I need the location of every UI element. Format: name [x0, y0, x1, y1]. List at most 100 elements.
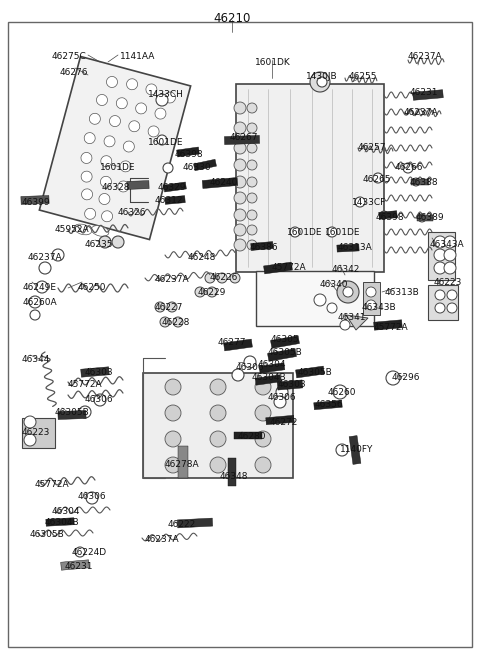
Polygon shape: [202, 178, 238, 189]
Circle shape: [210, 405, 226, 421]
Circle shape: [109, 115, 120, 126]
Text: 46303: 46303: [278, 380, 307, 389]
Circle shape: [120, 161, 131, 172]
Text: 46303: 46303: [85, 368, 114, 377]
Circle shape: [210, 457, 226, 473]
Text: 46249E: 46249E: [23, 283, 57, 292]
Circle shape: [84, 132, 95, 143]
Polygon shape: [417, 215, 433, 221]
Circle shape: [234, 102, 246, 114]
Polygon shape: [81, 367, 109, 377]
Circle shape: [79, 406, 91, 418]
Circle shape: [81, 153, 92, 164]
Text: 46266: 46266: [395, 163, 423, 172]
Circle shape: [255, 405, 271, 421]
Circle shape: [118, 181, 129, 192]
Text: 46229: 46229: [198, 288, 227, 297]
Polygon shape: [46, 517, 74, 526]
Circle shape: [444, 262, 456, 274]
Circle shape: [123, 141, 134, 152]
Text: 46312: 46312: [155, 196, 183, 205]
Text: 46304B: 46304B: [252, 373, 287, 382]
Circle shape: [276, 386, 288, 398]
Circle shape: [232, 369, 244, 381]
Circle shape: [247, 193, 257, 203]
Circle shape: [217, 273, 227, 283]
Polygon shape: [234, 432, 262, 438]
Circle shape: [234, 192, 246, 204]
Polygon shape: [224, 339, 252, 351]
Circle shape: [75, 547, 85, 557]
Polygon shape: [277, 380, 303, 390]
Circle shape: [234, 142, 246, 154]
Circle shape: [84, 208, 96, 219]
FancyBboxPatch shape: [39, 56, 191, 240]
Circle shape: [205, 273, 215, 283]
Text: 46237A: 46237A: [155, 275, 190, 284]
Circle shape: [234, 209, 246, 221]
Circle shape: [81, 171, 92, 182]
Circle shape: [247, 210, 257, 220]
Text: 46267: 46267: [230, 133, 259, 142]
Circle shape: [99, 236, 111, 248]
Text: 46226: 46226: [210, 273, 239, 282]
Polygon shape: [60, 560, 89, 571]
Text: 46272: 46272: [270, 418, 299, 427]
Text: 46305B: 46305B: [55, 408, 90, 417]
Circle shape: [210, 431, 226, 447]
Text: 46276: 46276: [60, 68, 88, 77]
Text: 46313A: 46313A: [338, 243, 373, 252]
Text: 46348: 46348: [220, 472, 249, 481]
Bar: [256, 271, 374, 326]
Text: 46210: 46210: [213, 12, 251, 25]
Circle shape: [340, 320, 350, 330]
Circle shape: [116, 98, 127, 109]
Polygon shape: [224, 136, 260, 145]
Text: 46356: 46356: [315, 400, 344, 409]
Text: 46330: 46330: [183, 163, 212, 172]
Circle shape: [52, 249, 64, 261]
Text: 46260: 46260: [328, 388, 357, 397]
Circle shape: [146, 84, 157, 95]
Circle shape: [36, 281, 48, 293]
Text: 46389: 46389: [416, 213, 444, 222]
Circle shape: [165, 405, 181, 421]
Text: 46304: 46304: [258, 360, 287, 369]
Text: 46255: 46255: [349, 72, 377, 81]
Text: 46305: 46305: [271, 335, 300, 344]
Circle shape: [247, 123, 257, 133]
Text: 46398: 46398: [175, 150, 204, 159]
Polygon shape: [228, 458, 236, 486]
Text: 46305B: 46305B: [298, 368, 333, 377]
Text: 46280: 46280: [238, 432, 266, 441]
Circle shape: [234, 224, 246, 236]
Text: 46231: 46231: [410, 88, 439, 97]
Circle shape: [39, 262, 51, 274]
Polygon shape: [267, 348, 297, 362]
Circle shape: [148, 126, 159, 137]
Polygon shape: [255, 375, 281, 385]
Circle shape: [244, 356, 256, 368]
Text: 46223: 46223: [22, 428, 50, 437]
Circle shape: [94, 394, 106, 406]
Circle shape: [310, 72, 330, 92]
Polygon shape: [193, 159, 216, 171]
Text: 1141AA: 1141AA: [120, 52, 156, 61]
Circle shape: [210, 379, 226, 395]
Text: 1601DE: 1601DE: [100, 163, 135, 172]
Circle shape: [234, 159, 246, 171]
Circle shape: [29, 296, 41, 308]
Text: 46399: 46399: [22, 198, 50, 207]
Circle shape: [327, 227, 337, 237]
Polygon shape: [177, 518, 213, 528]
Circle shape: [101, 156, 112, 166]
Polygon shape: [337, 244, 359, 252]
Text: 1433CH: 1433CH: [148, 90, 184, 99]
Polygon shape: [177, 147, 199, 157]
Polygon shape: [21, 195, 49, 204]
Polygon shape: [164, 182, 186, 192]
Circle shape: [366, 300, 376, 310]
Text: 46222: 46222: [168, 520, 196, 529]
Text: 46306: 46306: [85, 395, 114, 404]
Circle shape: [434, 249, 446, 261]
